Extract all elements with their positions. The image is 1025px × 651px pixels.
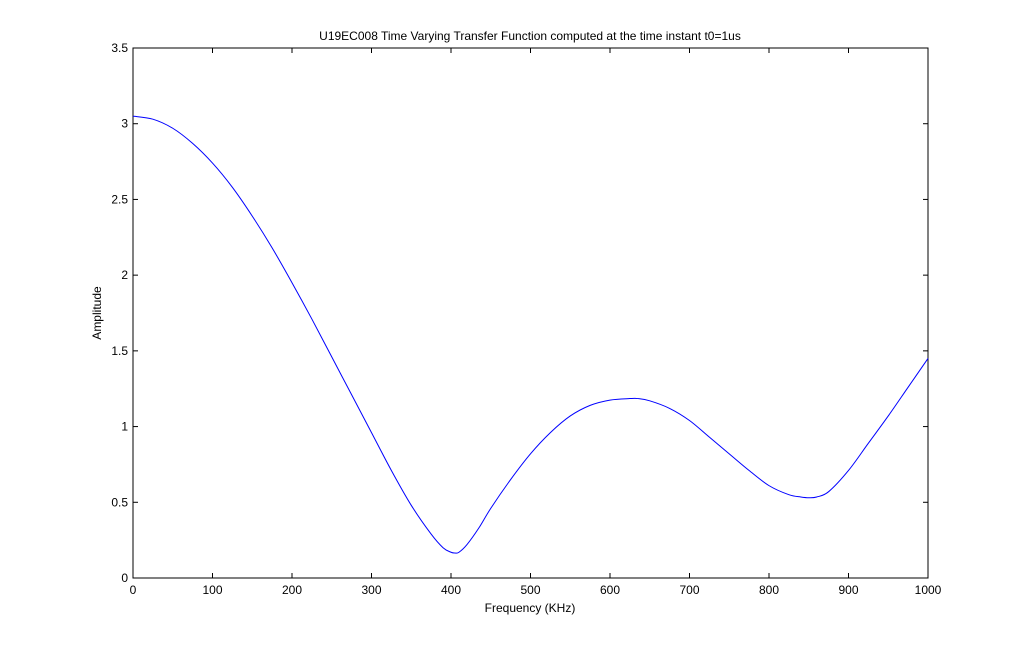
y-tick-label: 3 — [121, 117, 128, 131]
chart-title: U19EC008 Time Varying Transfer Function … — [319, 29, 741, 43]
x-axis-label: Frequency (KHz) — [485, 601, 576, 615]
y-tick-label: 2.5 — [111, 192, 128, 206]
y-tick-label: 2 — [121, 268, 128, 282]
y-tick-label: 0.5 — [111, 495, 128, 509]
x-tick-label: 900 — [838, 583, 858, 597]
x-tick-label: 500 — [520, 583, 540, 597]
series-line — [132, 115, 929, 554]
series-group — [132, 115, 929, 554]
x-tick-label: 400 — [441, 583, 461, 597]
x-tick-label: 700 — [679, 583, 699, 597]
y-axis-label: Amplitude — [90, 286, 104, 340]
plot-area — [132, 47, 929, 579]
x-tick-label: 200 — [282, 583, 302, 597]
x-tick-label: 600 — [600, 583, 620, 597]
x-tick-label: 100 — [202, 583, 222, 597]
x-tick-label: 300 — [361, 583, 381, 597]
axis-ticks: 0 100 200 300 400 500 600 700 800 900 1000 0 0.5 1 1.5… — [111, 41, 941, 597]
x-tick-label: 800 — [759, 583, 779, 597]
x-tick-label: 0 — [130, 583, 137, 597]
y-tick-label: 1.5 — [111, 344, 128, 358]
y-tick-label: 0 — [121, 571, 128, 585]
y-tick-label: 3.5 — [111, 41, 128, 55]
x-tick-label: 1000 — [915, 583, 942, 597]
y-tick-label: 1 — [121, 420, 128, 434]
